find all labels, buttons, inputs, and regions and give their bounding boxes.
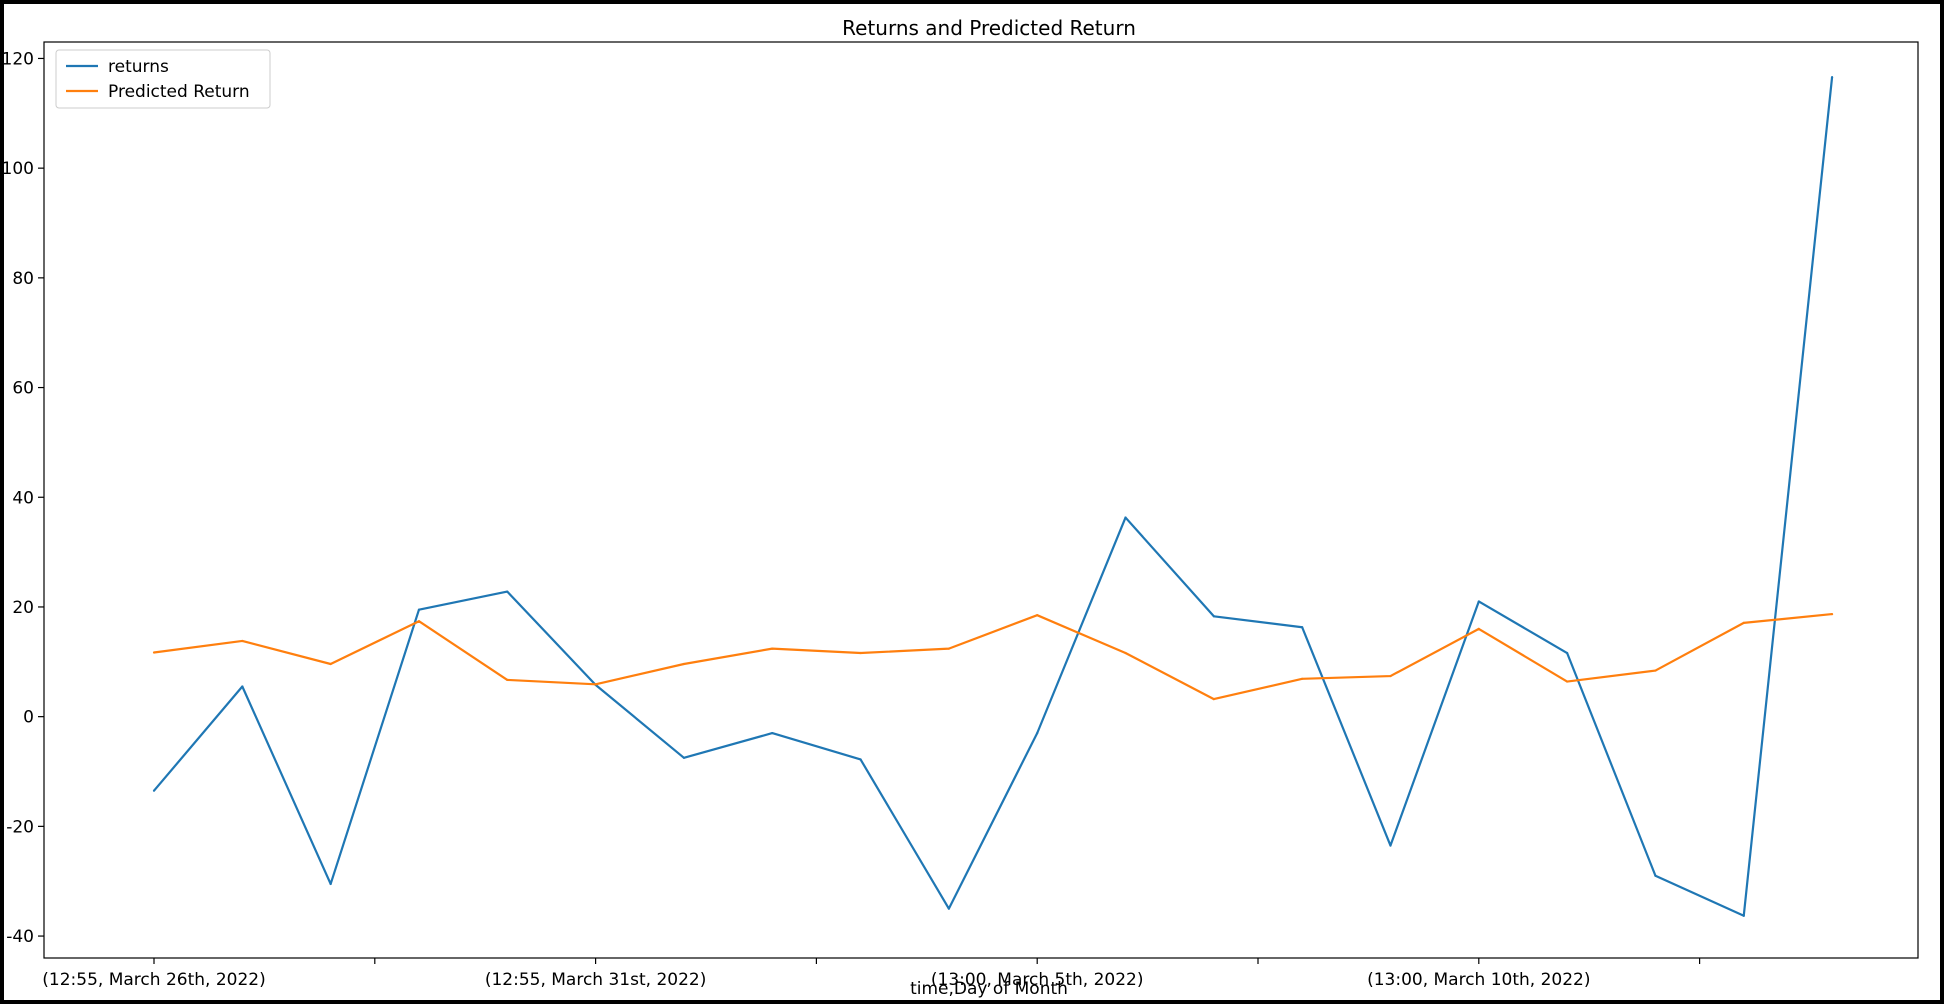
x-tick-label: (12:55, March 26th, 2022) <box>42 970 265 990</box>
x-tick-label: (12:55, March 31st, 2022) <box>485 970 707 990</box>
data-point-predicted-return <box>1654 669 1657 672</box>
data-point-predicted-return <box>1124 651 1127 655</box>
data-point-returns <box>682 756 686 759</box>
data-point-returns <box>1742 914 1745 917</box>
figure: Returns and Predicted Return -40 -20 0 20 40… <box>4 4 1940 1000</box>
x-axis-label: time,Day of Month <box>910 979 1068 999</box>
data-point-predicted-return <box>417 620 421 623</box>
chart-title: Returns and Predicted Return <box>842 16 1136 40</box>
data-point-predicted-return <box>506 678 509 682</box>
y-tick-label: 80 <box>12 269 34 289</box>
x-tick-label: (13:00, March 10th, 2022) <box>1367 970 1590 990</box>
data-point-returns <box>329 882 332 886</box>
data-point-returns <box>1301 626 1304 629</box>
data-point-returns <box>947 907 950 910</box>
data-point-returns <box>506 590 509 593</box>
series-line-predicted-return <box>153 612 1833 701</box>
data-point-predicted-return <box>771 647 774 650</box>
y-tick-label: 100 <box>4 159 34 179</box>
data-point-predicted-return <box>594 683 597 686</box>
data-point-returns <box>1389 844 1392 847</box>
data-point-returns <box>241 685 244 688</box>
y-tick-label: 40 <box>12 488 34 508</box>
legend-box <box>55 49 271 109</box>
data-point-predicted-return <box>1036 614 1039 617</box>
data-point-returns <box>771 732 774 735</box>
data-point-predicted-return <box>947 647 950 650</box>
data-point-predicted-return <box>1301 677 1304 680</box>
y-tick-label: 20 <box>12 598 34 618</box>
data-point-predicted-return <box>682 662 686 666</box>
plot-area <box>152 76 1834 917</box>
data-point-predicted-return <box>1566 680 1569 683</box>
x-axis: (12:55, March 26th, 2022) (12:55, March 3… <box>42 958 1701 990</box>
y-axis: -40 -20 0 20 40 60 80 100 120 <box>4 49 44 947</box>
legend-label-returns: returns <box>108 57 169 77</box>
axes-frame <box>43 41 1919 959</box>
data-point-predicted-return <box>152 651 156 654</box>
data-point-predicted-return <box>241 639 244 643</box>
data-point-returns <box>1566 651 1569 655</box>
data-point-returns <box>1830 76 1834 79</box>
x-tick-label: (13:00, March 5th, 2022) <box>931 970 1144 990</box>
data-point-predicted-return <box>329 662 332 666</box>
data-point-predicted-return <box>1477 627 1480 630</box>
data-point-returns <box>1036 732 1039 735</box>
data-point-returns <box>1212 615 1215 618</box>
data-point-returns <box>859 758 862 761</box>
y-tick-label: -20 <box>6 817 34 837</box>
legend-label-predicted-return: Predicted Return <box>108 82 250 102</box>
data-point-predicted-return <box>1212 698 1215 701</box>
y-tick-label: 60 <box>12 379 34 399</box>
y-tick-label: 0 <box>23 708 34 728</box>
data-point-returns <box>417 608 421 611</box>
y-tick-label: -40 <box>6 927 34 947</box>
data-point-returns <box>1654 874 1657 877</box>
legend: returns Predicted Return <box>55 49 271 109</box>
data-point-predicted-return <box>1742 621 1745 624</box>
data-point-returns <box>152 789 156 792</box>
data-point-predicted-return <box>859 651 862 655</box>
data-point-returns <box>1477 600 1480 603</box>
data-point-predicted-return <box>1389 674 1392 678</box>
line-chart: Returns and Predicted Return -40 -20 0 20 40… <box>4 16 1919 999</box>
data-point-returns <box>1124 516 1127 519</box>
data-point-predicted-return <box>1830 612 1834 616</box>
series-line-returns <box>153 76 1834 917</box>
y-tick-label: 120 <box>4 49 34 69</box>
